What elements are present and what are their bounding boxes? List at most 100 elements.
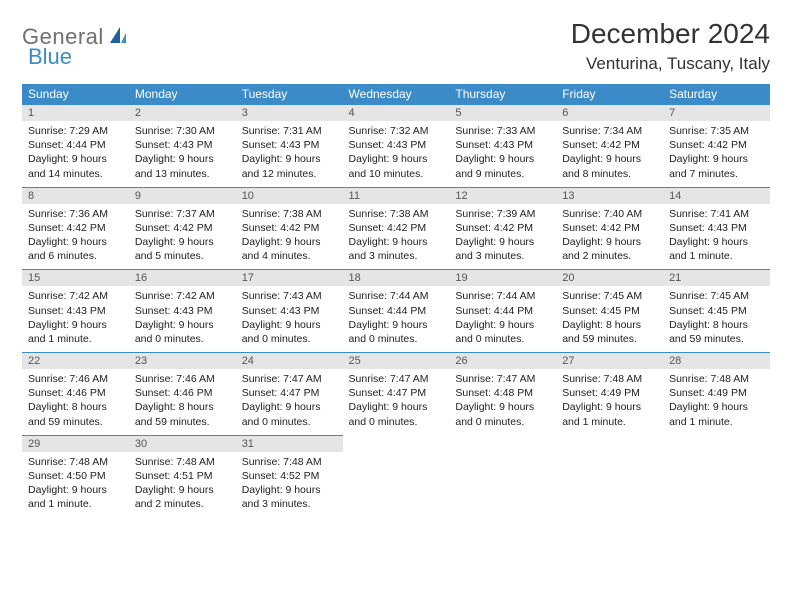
title-month: December 2024 <box>571 18 770 50</box>
day-header: Friday <box>556 84 663 104</box>
day-number: 6 <box>556 105 663 121</box>
calendar-cell: 18Sunrise: 7:44 AMSunset: 4:44 PMDayligh… <box>343 269 450 352</box>
day-number: 3 <box>236 105 343 121</box>
day-body: Sunrise: 7:48 AMSunset: 4:51 PMDaylight:… <box>129 452 236 518</box>
calendar-cell: 6Sunrise: 7:34 AMSunset: 4:42 PMDaylight… <box>556 104 663 187</box>
day-body: Sunrise: 7:43 AMSunset: 4:43 PMDaylight:… <box>236 286 343 352</box>
calendar-cell: 5Sunrise: 7:33 AMSunset: 4:43 PMDaylight… <box>449 104 556 187</box>
title-location: Venturina, Tuscany, Italy <box>571 54 770 74</box>
calendar-head: SundayMondayTuesdayWednesdayThursdayFrid… <box>22 84 770 104</box>
day-header: Saturday <box>663 84 770 104</box>
calendar-cell: 21Sunrise: 7:45 AMSunset: 4:45 PMDayligh… <box>663 269 770 352</box>
day-body: Sunrise: 7:41 AMSunset: 4:43 PMDaylight:… <box>663 204 770 270</box>
day-header: Thursday <box>449 84 556 104</box>
day-number: 9 <box>129 188 236 204</box>
calendar-cell: 15Sunrise: 7:42 AMSunset: 4:43 PMDayligh… <box>22 269 129 352</box>
day-body: Sunrise: 7:45 AMSunset: 4:45 PMDaylight:… <box>556 286 663 352</box>
calendar-row: 29Sunrise: 7:48 AMSunset: 4:50 PMDayligh… <box>22 435 770 518</box>
calendar-cell <box>343 435 450 518</box>
day-number: 26 <box>449 353 556 369</box>
calendar-cell: 25Sunrise: 7:47 AMSunset: 4:47 PMDayligh… <box>343 352 450 435</box>
day-body: Sunrise: 7:47 AMSunset: 4:47 PMDaylight:… <box>236 369 343 435</box>
day-body: Sunrise: 7:44 AMSunset: 4:44 PMDaylight:… <box>449 286 556 352</box>
day-number: 1 <box>22 105 129 121</box>
brand-part2: Blue <box>28 44 72 70</box>
calendar-row: 15Sunrise: 7:42 AMSunset: 4:43 PMDayligh… <box>22 269 770 352</box>
day-number: 30 <box>129 436 236 452</box>
day-number: 17 <box>236 270 343 286</box>
header: General December 2024 Venturina, Tuscany… <box>22 18 770 74</box>
day-body: Sunrise: 7:44 AMSunset: 4:44 PMDaylight:… <box>343 286 450 352</box>
calendar-cell: 31Sunrise: 7:48 AMSunset: 4:52 PMDayligh… <box>236 435 343 518</box>
calendar-cell: 12Sunrise: 7:39 AMSunset: 4:42 PMDayligh… <box>449 187 556 270</box>
day-body: Sunrise: 7:46 AMSunset: 4:46 PMDaylight:… <box>22 369 129 435</box>
day-body: Sunrise: 7:47 AMSunset: 4:47 PMDaylight:… <box>343 369 450 435</box>
calendar-cell <box>663 435 770 518</box>
day-number: 25 <box>343 353 450 369</box>
calendar-cell: 1Sunrise: 7:29 AMSunset: 4:44 PMDaylight… <box>22 104 129 187</box>
calendar-cell <box>556 435 663 518</box>
day-number: 7 <box>663 105 770 121</box>
calendar-cell: 8Sunrise: 7:36 AMSunset: 4:42 PMDaylight… <box>22 187 129 270</box>
day-body: Sunrise: 7:48 AMSunset: 4:52 PMDaylight:… <box>236 452 343 518</box>
calendar-cell: 4Sunrise: 7:32 AMSunset: 4:43 PMDaylight… <box>343 104 450 187</box>
calendar-cell: 13Sunrise: 7:40 AMSunset: 4:42 PMDayligh… <box>556 187 663 270</box>
day-number: 20 <box>556 270 663 286</box>
day-body: Sunrise: 7:48 AMSunset: 4:49 PMDaylight:… <box>556 369 663 435</box>
day-number: 2 <box>129 105 236 121</box>
calendar-cell: 10Sunrise: 7:38 AMSunset: 4:42 PMDayligh… <box>236 187 343 270</box>
day-body: Sunrise: 7:42 AMSunset: 4:43 PMDaylight:… <box>129 286 236 352</box>
day-number: 4 <box>343 105 450 121</box>
calendar-cell: 27Sunrise: 7:48 AMSunset: 4:49 PMDayligh… <box>556 352 663 435</box>
day-header: Wednesday <box>343 84 450 104</box>
day-body: Sunrise: 7:48 AMSunset: 4:49 PMDaylight:… <box>663 369 770 435</box>
day-number: 28 <box>663 353 770 369</box>
day-body: Sunrise: 7:38 AMSunset: 4:42 PMDaylight:… <box>343 204 450 270</box>
day-number: 29 <box>22 436 129 452</box>
day-number: 22 <box>22 353 129 369</box>
day-body: Sunrise: 7:37 AMSunset: 4:42 PMDaylight:… <box>129 204 236 270</box>
calendar-cell: 19Sunrise: 7:44 AMSunset: 4:44 PMDayligh… <box>449 269 556 352</box>
day-number: 11 <box>343 188 450 204</box>
day-number: 13 <box>556 188 663 204</box>
calendar-cell: 14Sunrise: 7:41 AMSunset: 4:43 PMDayligh… <box>663 187 770 270</box>
calendar-cell: 11Sunrise: 7:38 AMSunset: 4:42 PMDayligh… <box>343 187 450 270</box>
day-body: Sunrise: 7:32 AMSunset: 4:43 PMDaylight:… <box>343 121 450 187</box>
calendar-cell: 17Sunrise: 7:43 AMSunset: 4:43 PMDayligh… <box>236 269 343 352</box>
day-number: 5 <box>449 105 556 121</box>
calendar-cell: 3Sunrise: 7:31 AMSunset: 4:43 PMDaylight… <box>236 104 343 187</box>
day-body: Sunrise: 7:31 AMSunset: 4:43 PMDaylight:… <box>236 121 343 187</box>
calendar-cell: 29Sunrise: 7:48 AMSunset: 4:50 PMDayligh… <box>22 435 129 518</box>
day-number: 15 <box>22 270 129 286</box>
day-body: Sunrise: 7:46 AMSunset: 4:46 PMDaylight:… <box>129 369 236 435</box>
day-body: Sunrise: 7:38 AMSunset: 4:42 PMDaylight:… <box>236 204 343 270</box>
day-body: Sunrise: 7:30 AMSunset: 4:43 PMDaylight:… <box>129 121 236 187</box>
calendar-row: 22Sunrise: 7:46 AMSunset: 4:46 PMDayligh… <box>22 352 770 435</box>
day-header: Sunday <box>22 84 129 104</box>
calendar-cell: 9Sunrise: 7:37 AMSunset: 4:42 PMDaylight… <box>129 187 236 270</box>
day-header: Monday <box>129 84 236 104</box>
day-body: Sunrise: 7:40 AMSunset: 4:42 PMDaylight:… <box>556 204 663 270</box>
title-block: December 2024 Venturina, Tuscany, Italy <box>571 18 770 74</box>
calendar-cell: 20Sunrise: 7:45 AMSunset: 4:45 PMDayligh… <box>556 269 663 352</box>
day-number: 24 <box>236 353 343 369</box>
calendar-row: 1Sunrise: 7:29 AMSunset: 4:44 PMDaylight… <box>22 104 770 187</box>
day-body: Sunrise: 7:36 AMSunset: 4:42 PMDaylight:… <box>22 204 129 270</box>
day-header: Tuesday <box>236 84 343 104</box>
day-number: 12 <box>449 188 556 204</box>
day-body: Sunrise: 7:48 AMSunset: 4:50 PMDaylight:… <box>22 452 129 518</box>
day-body: Sunrise: 7:42 AMSunset: 4:43 PMDaylight:… <box>22 286 129 352</box>
day-number: 8 <box>22 188 129 204</box>
calendar-cell: 22Sunrise: 7:46 AMSunset: 4:46 PMDayligh… <box>22 352 129 435</box>
calendar-cell: 23Sunrise: 7:46 AMSunset: 4:46 PMDayligh… <box>129 352 236 435</box>
calendar-cell: 28Sunrise: 7:48 AMSunset: 4:49 PMDayligh… <box>663 352 770 435</box>
calendar-body: 1Sunrise: 7:29 AMSunset: 4:44 PMDaylight… <box>22 104 770 517</box>
calendar-cell: 30Sunrise: 7:48 AMSunset: 4:51 PMDayligh… <box>129 435 236 518</box>
day-body: Sunrise: 7:34 AMSunset: 4:42 PMDaylight:… <box>556 121 663 187</box>
day-number: 14 <box>663 188 770 204</box>
calendar-cell: 24Sunrise: 7:47 AMSunset: 4:47 PMDayligh… <box>236 352 343 435</box>
calendar-cell: 16Sunrise: 7:42 AMSunset: 4:43 PMDayligh… <box>129 269 236 352</box>
calendar-cell: 2Sunrise: 7:30 AMSunset: 4:43 PMDaylight… <box>129 104 236 187</box>
calendar-cell: 7Sunrise: 7:35 AMSunset: 4:42 PMDaylight… <box>663 104 770 187</box>
calendar-cell <box>449 435 556 518</box>
